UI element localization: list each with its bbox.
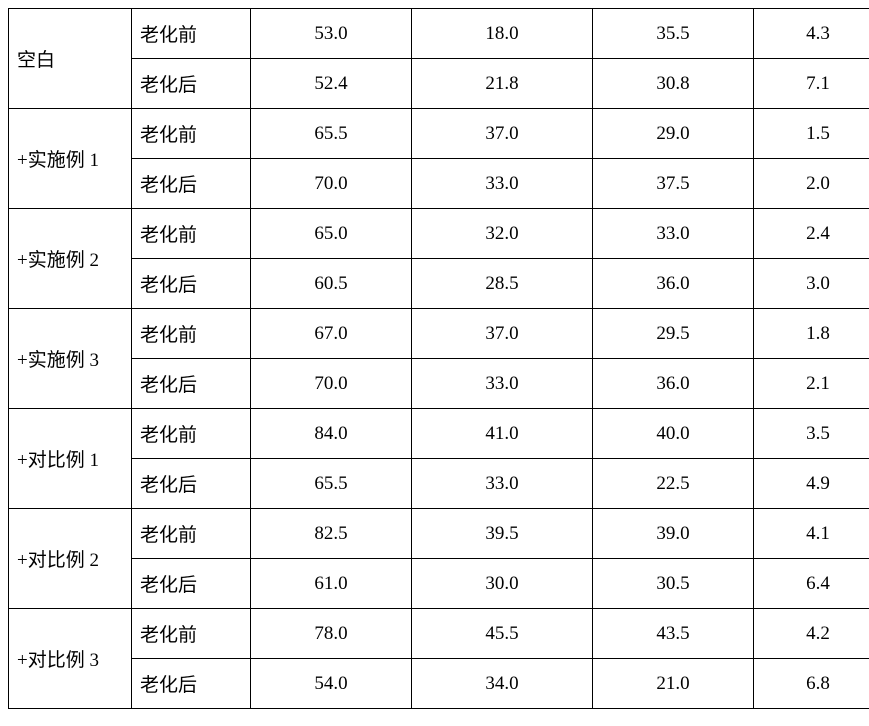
value-cell: 3.5 <box>754 409 869 459</box>
group-label: +对比例 1 <box>9 409 132 509</box>
stage-cell: 老化前 <box>132 309 251 359</box>
group-label: +对比例 3 <box>9 609 132 709</box>
value-cell: 30.0 <box>412 559 593 609</box>
value-cell: 36.0 <box>593 259 754 309</box>
table-row: 老化后 60.5 28.5 36.0 3.0 <box>9 259 869 309</box>
stage-cell: 老化前 <box>132 9 251 59</box>
stage-cell: 老化前 <box>132 109 251 159</box>
table-row: 老化后 61.0 30.0 30.5 6.4 <box>9 559 869 609</box>
value-cell: 2.1 <box>754 359 869 409</box>
value-cell: 4.1 <box>754 509 869 559</box>
table-row: 老化后 70.0 33.0 36.0 2.1 <box>9 359 869 409</box>
value-cell: 6.8 <box>754 659 869 709</box>
stage-cell: 老化后 <box>132 559 251 609</box>
value-cell: 45.5 <box>412 609 593 659</box>
table-row: 老化后 54.0 34.0 21.0 6.8 <box>9 659 869 709</box>
value-cell: 3.0 <box>754 259 869 309</box>
value-cell: 61.0 <box>251 559 412 609</box>
value-cell: 37.0 <box>412 109 593 159</box>
table-row: 空白 老化前 53.0 18.0 35.5 4.3 <box>9 9 869 59</box>
value-cell: 18.0 <box>412 9 593 59</box>
stage-cell: 老化前 <box>132 609 251 659</box>
value-cell: 34.0 <box>412 659 593 709</box>
table-row: +实施例 3 老化前 67.0 37.0 29.5 1.8 <box>9 309 869 359</box>
value-cell: 35.5 <box>593 9 754 59</box>
value-cell: 33.0 <box>412 459 593 509</box>
stage-cell: 老化后 <box>132 159 251 209</box>
value-cell: 70.0 <box>251 159 412 209</box>
value-cell: 7.1 <box>754 59 869 109</box>
value-cell: 36.0 <box>593 359 754 409</box>
table-row: +对比例 3 老化前 78.0 45.5 43.5 4.2 <box>9 609 869 659</box>
value-cell: 65.0 <box>251 209 412 259</box>
stage-cell: 老化后 <box>132 259 251 309</box>
value-cell: 4.9 <box>754 459 869 509</box>
table-row: +实施例 1 老化前 65.5 37.0 29.0 1.5 <box>9 109 869 159</box>
value-cell: 43.5 <box>593 609 754 659</box>
stage-cell: 老化后 <box>132 359 251 409</box>
value-cell: 28.5 <box>412 259 593 309</box>
table-row: +对比例 1 老化前 84.0 41.0 40.0 3.5 <box>9 409 869 459</box>
table-row: +实施例 2 老化前 65.0 32.0 33.0 2.4 <box>9 209 869 259</box>
value-cell: 21.8 <box>412 59 593 109</box>
stage-cell: 老化后 <box>132 459 251 509</box>
table-body: 空白 老化前 53.0 18.0 35.5 4.3 老化后 52.4 21.8 … <box>9 9 869 709</box>
value-cell: 40.0 <box>593 409 754 459</box>
stage-cell: 老化后 <box>132 659 251 709</box>
group-label: +实施例 1 <box>9 109 132 209</box>
value-cell: 1.5 <box>754 109 869 159</box>
value-cell: 53.0 <box>251 9 412 59</box>
value-cell: 4.3 <box>754 9 869 59</box>
group-label: +实施例 3 <box>9 309 132 409</box>
value-cell: 39.5 <box>412 509 593 559</box>
value-cell: 22.5 <box>593 459 754 509</box>
value-cell: 84.0 <box>251 409 412 459</box>
value-cell: 52.4 <box>251 59 412 109</box>
table-row: 老化后 52.4 21.8 30.8 7.1 <box>9 59 869 109</box>
value-cell: 41.0 <box>412 409 593 459</box>
value-cell: 32.0 <box>412 209 593 259</box>
value-cell: 1.8 <box>754 309 869 359</box>
value-cell: 2.0 <box>754 159 869 209</box>
value-cell: 30.5 <box>593 559 754 609</box>
stage-cell: 老化后 <box>132 59 251 109</box>
value-cell: 65.5 <box>251 459 412 509</box>
value-cell: 39.0 <box>593 509 754 559</box>
value-cell: 6.4 <box>754 559 869 609</box>
value-cell: 37.5 <box>593 159 754 209</box>
value-cell: 33.0 <box>412 359 593 409</box>
value-cell: 4.2 <box>754 609 869 659</box>
value-cell: 54.0 <box>251 659 412 709</box>
value-cell: 67.0 <box>251 309 412 359</box>
value-cell: 37.0 <box>412 309 593 359</box>
value-cell: 29.0 <box>593 109 754 159</box>
table-row: 老化后 70.0 33.0 37.5 2.0 <box>9 159 869 209</box>
group-label: 空白 <box>9 9 132 109</box>
value-cell: 29.5 <box>593 309 754 359</box>
table-row: 老化后 65.5 33.0 22.5 4.9 <box>9 459 869 509</box>
value-cell: 70.0 <box>251 359 412 409</box>
table-row: +对比例 2 老化前 82.5 39.5 39.0 4.1 <box>9 509 869 559</box>
value-cell: 60.5 <box>251 259 412 309</box>
stage-cell: 老化前 <box>132 509 251 559</box>
stage-cell: 老化前 <box>132 409 251 459</box>
group-label: +对比例 2 <box>9 509 132 609</box>
stage-cell: 老化前 <box>132 209 251 259</box>
value-cell: 33.0 <box>412 159 593 209</box>
value-cell: 78.0 <box>251 609 412 659</box>
group-label: +实施例 2 <box>9 209 132 309</box>
value-cell: 82.5 <box>251 509 412 559</box>
value-cell: 33.0 <box>593 209 754 259</box>
data-table: 空白 老化前 53.0 18.0 35.5 4.3 老化后 52.4 21.8 … <box>8 8 869 709</box>
value-cell: 21.0 <box>593 659 754 709</box>
value-cell: 2.4 <box>754 209 869 259</box>
value-cell: 65.5 <box>251 109 412 159</box>
value-cell: 30.8 <box>593 59 754 109</box>
